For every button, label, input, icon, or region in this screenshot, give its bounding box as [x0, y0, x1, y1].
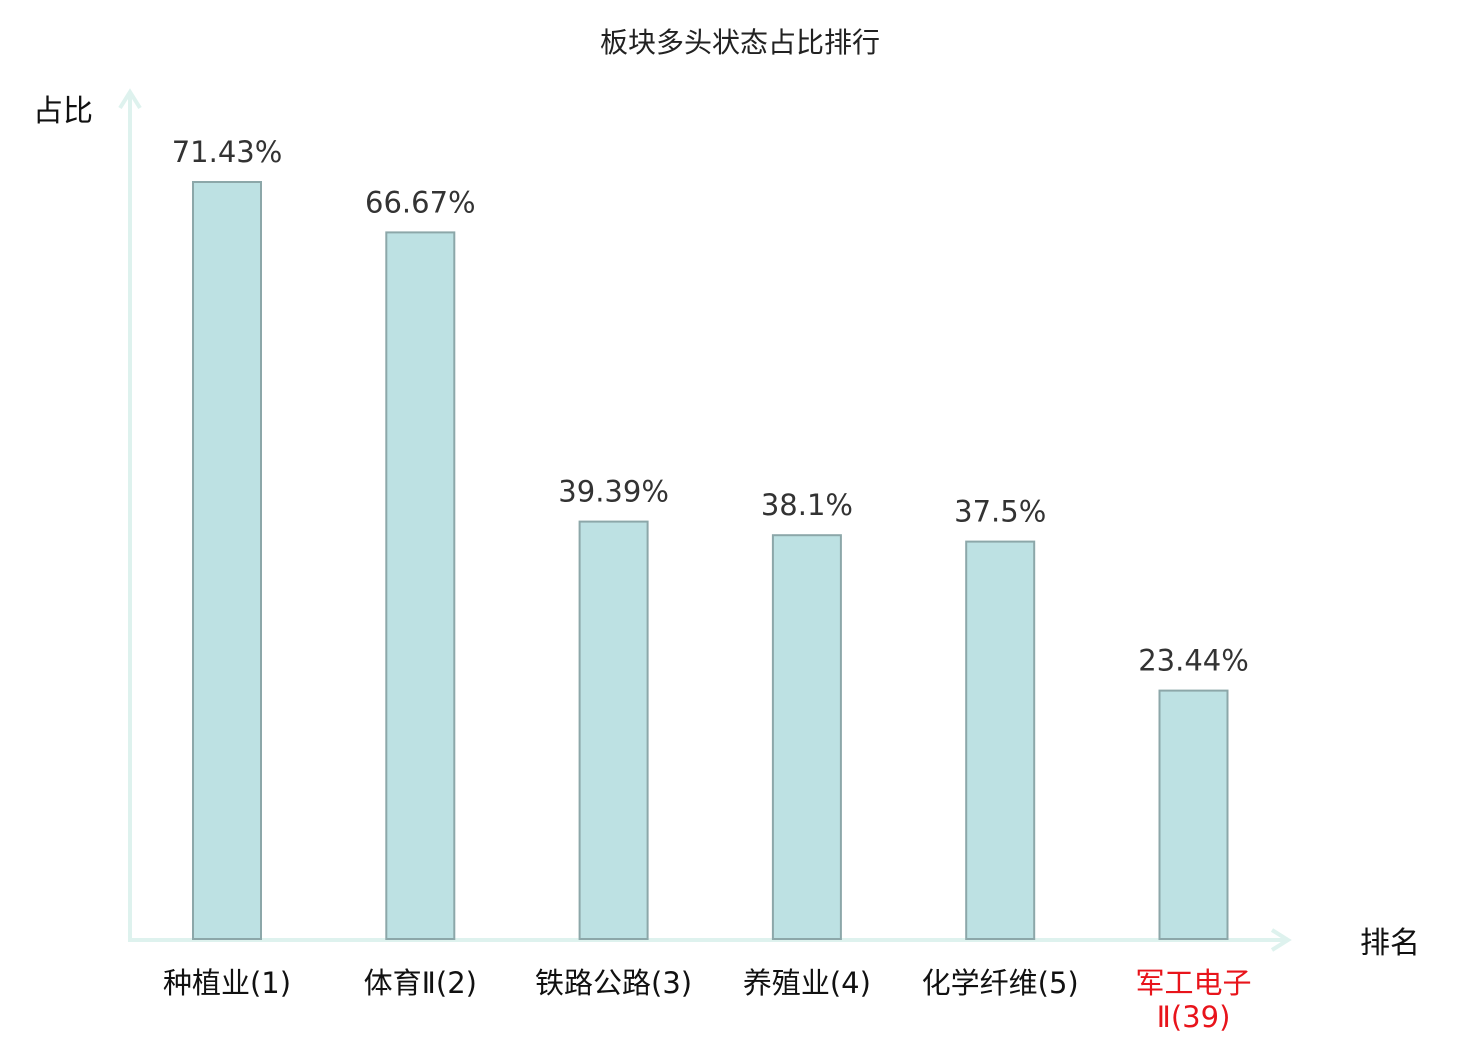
category-labels: 种植业(1) 体育Ⅱ(2) 铁路公路(3) 养殖业(4) 化学纤维(5) 军工电子Ⅱ(39… [163, 966, 1252, 1034]
category-label-5-line-0: 军工电子 [1135, 966, 1251, 1000]
value-label-4: 37.5% [954, 495, 1046, 529]
category-label-4: 化学纤维(5) [922, 966, 1079, 1000]
value-label-5: 23.44% [1138, 644, 1249, 678]
category-label-2: 铁路公路(3) [535, 966, 692, 1000]
value-labels: 71.43% 66.67% 39.39% 38.1% 37.5% 23.44% [172, 135, 1249, 678]
bar-5 [1158, 689, 1229, 940]
category-label-1: 体育Ⅱ(2) [364, 966, 477, 1000]
bars [192, 181, 1229, 940]
axes [118, 88, 1292, 952]
chart-title: 板块多头状态占比排行 [600, 26, 880, 59]
y-axis-label: 占比 [33, 94, 93, 129]
x-axis-label: 排名 [1360, 926, 1420, 961]
category-label-3: 养殖业(4) [743, 966, 871, 1000]
category-label-5-line-1: Ⅱ(39) [1157, 1000, 1231, 1034]
bar-0 [192, 181, 262, 940]
value-label-3: 38.1% [761, 488, 853, 522]
bar-1 [385, 231, 456, 940]
bar-2 [578, 520, 649, 940]
value-label-0: 71.43% [172, 135, 283, 169]
bar-3 [771, 534, 842, 940]
y-axis-arrow [118, 88, 142, 110]
bar-4 [965, 540, 1036, 940]
value-label-2: 39.39% [558, 475, 669, 509]
x-axis-arrow [1270, 928, 1292, 952]
category-label-0: 种植业(1) [163, 966, 291, 1000]
value-label-1: 66.67% [365, 185, 476, 219]
